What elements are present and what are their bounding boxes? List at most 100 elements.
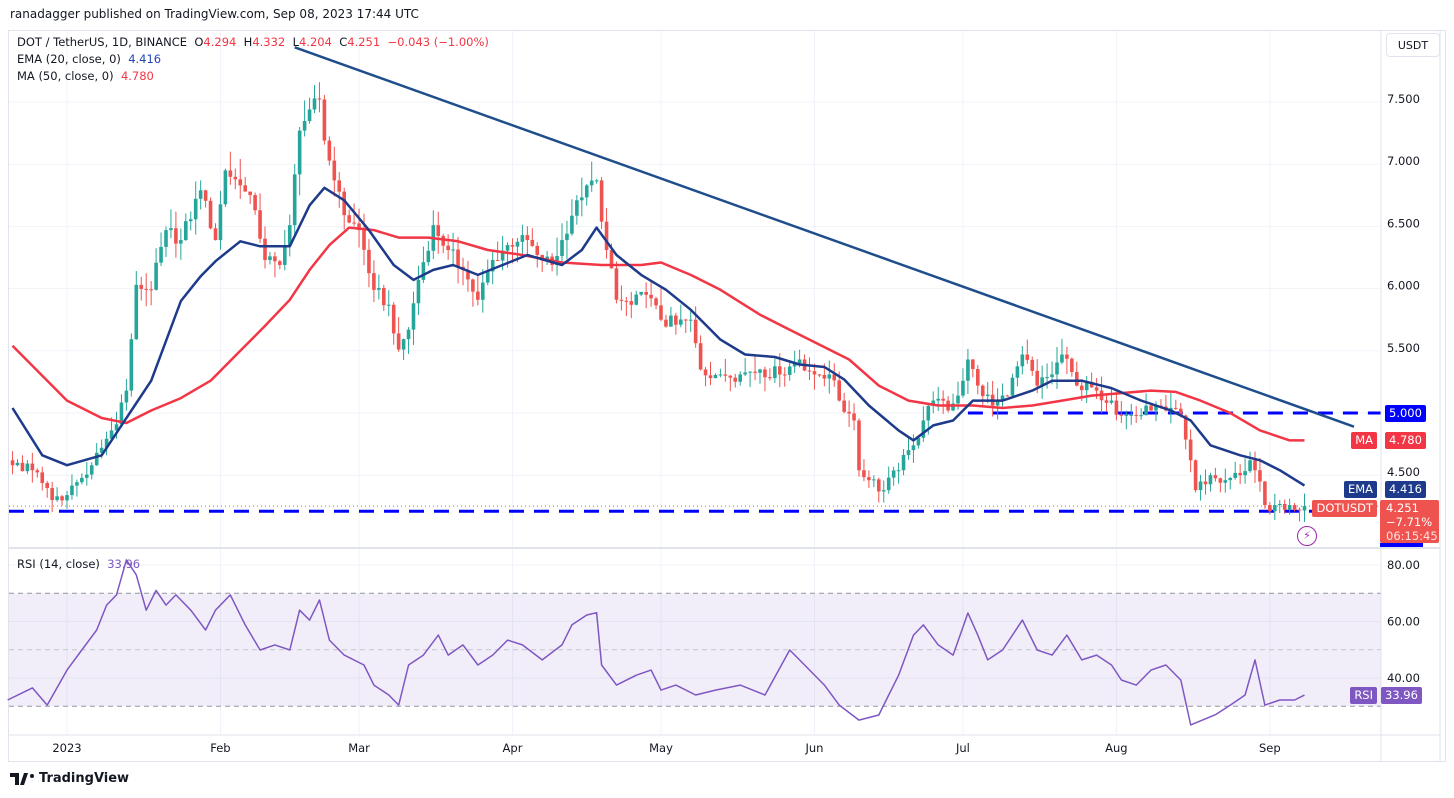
candle-body bbox=[961, 380, 965, 396]
candle-body bbox=[1050, 374, 1054, 378]
candle-body bbox=[847, 411, 851, 414]
ema-legend[interactable]: EMA (20, close, 0) 4.416 bbox=[17, 52, 161, 66]
candle-body bbox=[872, 479, 876, 481]
candle-body bbox=[253, 195, 257, 211]
candle-body bbox=[723, 374, 728, 376]
last-price-tag: 4.251 −7.71% 06:15:45 bbox=[1380, 500, 1439, 543]
candle-body bbox=[857, 420, 861, 471]
candle-body bbox=[733, 377, 738, 382]
rsi-tick-label: 40.00 bbox=[1387, 671, 1420, 685]
candle-body bbox=[837, 380, 841, 401]
candle-body bbox=[184, 221, 188, 241]
candle-body bbox=[609, 250, 614, 269]
candle-body bbox=[713, 374, 718, 379]
trendline bbox=[294, 46, 1355, 428]
rsi-name-tag: RSI bbox=[1350, 687, 1377, 704]
candle-body bbox=[565, 233, 569, 241]
ema-price-tag: 4.416 bbox=[1385, 481, 1426, 498]
candle-body bbox=[134, 284, 139, 340]
candle-body bbox=[1094, 387, 1099, 391]
candle-body bbox=[65, 495, 69, 501]
candle-body bbox=[302, 121, 307, 131]
level-5-tag: 5.000 bbox=[1385, 405, 1426, 422]
candle-body bbox=[228, 170, 233, 177]
tradingview-logo[interactable]: TradingView bbox=[10, 771, 129, 786]
candle-body bbox=[456, 249, 460, 267]
rsi-tick-label: 60.00 bbox=[1387, 615, 1420, 629]
lightning-icon[interactable]: ⚡ bbox=[1297, 526, 1317, 546]
low-label: L bbox=[292, 35, 299, 49]
candle-body bbox=[921, 420, 926, 438]
candle-body bbox=[411, 303, 416, 330]
symbol-title: DOT / TetherUS, 1D, BINANCE bbox=[17, 35, 188, 49]
candle-body bbox=[337, 180, 342, 192]
rsi-band bbox=[9, 592, 1381, 707]
candle-body bbox=[1065, 354, 1069, 359]
candle-body bbox=[10, 460, 15, 466]
candle-body bbox=[446, 245, 450, 251]
candle-body bbox=[193, 198, 198, 220]
candle-body bbox=[485, 271, 490, 283]
candle-body bbox=[688, 319, 693, 321]
candle-body bbox=[1174, 407, 1178, 409]
candle-body bbox=[669, 315, 673, 327]
price-tick-label: 6.500 bbox=[1387, 216, 1420, 230]
candle-body bbox=[124, 390, 129, 403]
candle-body bbox=[1035, 370, 1039, 386]
candle-body bbox=[852, 413, 856, 421]
candle-body bbox=[416, 279, 421, 304]
candle-body bbox=[263, 238, 267, 260]
candle-body bbox=[718, 374, 723, 376]
candle-body bbox=[842, 400, 846, 412]
candle-body bbox=[1129, 414, 1134, 416]
candle-body bbox=[891, 470, 896, 478]
candle-body bbox=[916, 437, 921, 446]
rsi-legend[interactable]: RSI (14, close) 33.96 bbox=[17, 557, 140, 571]
candle-body bbox=[213, 228, 218, 241]
candle-body bbox=[1263, 481, 1267, 506]
candle-body bbox=[1045, 377, 1049, 379]
candle-body bbox=[307, 109, 312, 122]
candle-body bbox=[25, 463, 30, 472]
candle-body bbox=[223, 170, 228, 205]
candle-body bbox=[738, 374, 742, 382]
candle-body bbox=[763, 369, 767, 378]
bar-countdown: 06:15:45 bbox=[1386, 529, 1438, 543]
candle-body bbox=[203, 190, 208, 201]
candle-body bbox=[1154, 405, 1158, 411]
open-value: 4.294 bbox=[203, 35, 237, 49]
currency-button[interactable]: USDT bbox=[1386, 33, 1440, 57]
candle-body bbox=[1079, 385, 1084, 391]
candle-body bbox=[693, 319, 698, 344]
candle-body bbox=[649, 294, 653, 299]
candle-body bbox=[45, 482, 49, 489]
candle-body bbox=[481, 282, 485, 300]
candle-body bbox=[832, 374, 837, 381]
ma-legend[interactable]: MA (50, close, 0) 4.780 bbox=[17, 69, 154, 83]
candle-body bbox=[347, 215, 351, 223]
candle-body bbox=[1218, 478, 1223, 483]
candle-body bbox=[980, 385, 985, 397]
candle-body bbox=[1193, 460, 1198, 491]
candle-body bbox=[1084, 382, 1089, 391]
candle-body bbox=[109, 430, 114, 439]
candle-body bbox=[1124, 414, 1129, 416]
candle-body bbox=[332, 160, 337, 181]
candle-body bbox=[357, 223, 361, 231]
candle-body bbox=[629, 301, 634, 305]
candle-body bbox=[352, 222, 356, 224]
candle-body bbox=[451, 249, 455, 251]
candle-body bbox=[342, 191, 346, 216]
price-tick-label: 4.500 bbox=[1387, 465, 1420, 479]
ma-name-tag: MA bbox=[1351, 432, 1377, 449]
candle-body bbox=[886, 477, 891, 491]
candle-body bbox=[614, 268, 619, 300]
time-tick-label: Feb bbox=[210, 741, 230, 755]
ma-label: MA (50, close, 0) bbox=[17, 69, 114, 83]
candle-body bbox=[881, 490, 886, 492]
time-tick-label: Mar bbox=[348, 741, 370, 755]
candle-body bbox=[505, 245, 510, 251]
candle-body bbox=[1114, 400, 1119, 415]
candle-body bbox=[703, 369, 708, 376]
